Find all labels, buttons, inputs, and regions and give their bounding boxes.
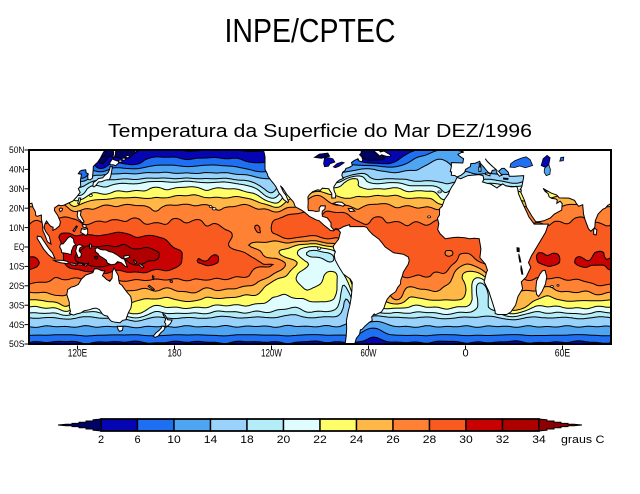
svg-text:50N: 50N — [9, 145, 25, 155]
svg-text:Temperatura da Superficie do M: Temperatura da Superficie do Mar DEZ/199… — [108, 120, 532, 141]
svg-text:30S: 30S — [9, 300, 25, 310]
svg-text:60E: 60E — [555, 348, 571, 360]
svg-text:10S: 10S — [9, 262, 25, 272]
svg-text:30N: 30N — [9, 184, 25, 194]
svg-text:18: 18 — [240, 434, 254, 446]
svg-text:22: 22 — [313, 434, 327, 446]
svg-text:30: 30 — [459, 434, 473, 446]
svg-text:10: 10 — [167, 434, 181, 446]
svg-text:INPE/CPTEC: INPE/CPTEC — [225, 12, 396, 49]
svg-text:120W: 120W — [261, 348, 282, 360]
svg-text:26: 26 — [386, 434, 400, 446]
svg-text:graus C: graus C — [561, 434, 605, 446]
svg-text:10N: 10N — [9, 223, 25, 233]
svg-text:28: 28 — [423, 434, 437, 446]
svg-text:32: 32 — [496, 434, 510, 446]
svg-text:120E: 120E — [68, 348, 88, 360]
svg-text:180: 180 — [168, 348, 182, 360]
svg-text:6: 6 — [134, 434, 140, 446]
svg-text:40S: 40S — [9, 320, 25, 330]
svg-text:2: 2 — [98, 434, 104, 446]
svg-text:34: 34 — [532, 434, 546, 446]
svg-text:24: 24 — [350, 434, 364, 446]
svg-text:20N: 20N — [9, 203, 25, 213]
svg-text:60W: 60W — [361, 348, 377, 360]
svg-text:EQ: EQ — [14, 242, 25, 252]
svg-text:40N: 40N — [9, 165, 25, 175]
svg-text:20: 20 — [277, 434, 291, 446]
svg-text:50S: 50S — [9, 339, 25, 349]
svg-text:14: 14 — [204, 434, 218, 446]
svg-text:20S: 20S — [9, 281, 25, 291]
svg-text:0: 0 — [462, 348, 468, 360]
